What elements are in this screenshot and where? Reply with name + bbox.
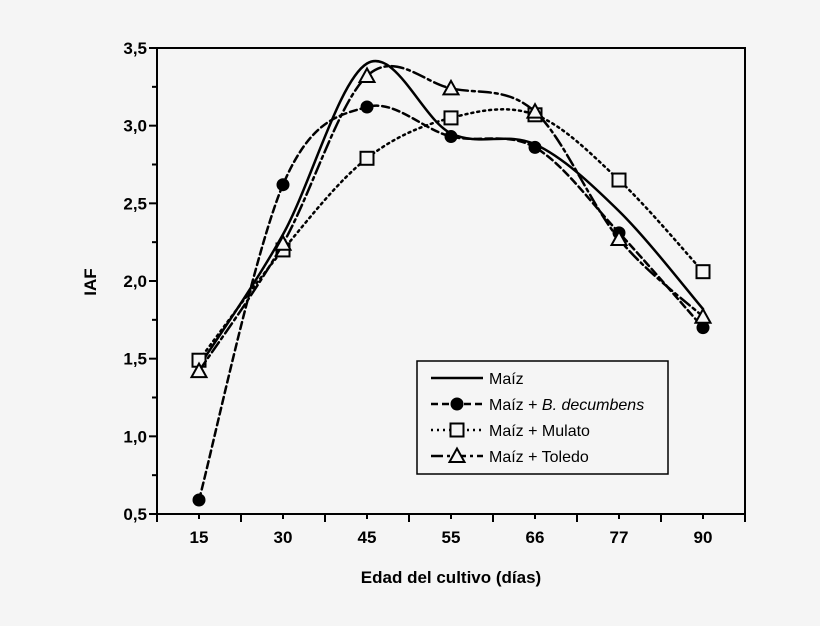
legend-label: Maíz + B. decumbens <box>489 397 644 414</box>
series-4 <box>189 64 713 379</box>
x-tick-label: 90 <box>694 528 713 547</box>
legend-label: Maíz + Mulato <box>489 423 590 440</box>
x-tick-label: 77 <box>610 528 629 547</box>
data-point <box>189 361 209 379</box>
data-point <box>357 66 377 83</box>
data-point <box>611 172 627 188</box>
x-axis-title: Edad del cultivo (días) <box>361 568 541 587</box>
legend-marker <box>447 446 467 463</box>
legend-label: Maíz + Toledo <box>489 449 589 466</box>
data-point <box>525 102 545 119</box>
axes: 0,5 1,0 1,5 2,0 2,5 3,0 3,5 15 30 45 55 66 77 90 <box>123 39 746 547</box>
y-tick-label: 1,0 <box>123 427 147 446</box>
data-point <box>695 264 711 280</box>
data-point <box>273 234 293 251</box>
series-1 <box>197 59 705 368</box>
x-tick-label: 15 <box>190 528 209 547</box>
series-line <box>197 59 705 368</box>
data-point <box>441 78 461 96</box>
data-point <box>609 229 629 247</box>
legend-label: Maíz <box>489 371 524 388</box>
x-tick-label: 66 <box>526 528 545 547</box>
series-3 <box>191 107 711 368</box>
y-tick-label: 3,5 <box>123 39 147 58</box>
x-tick-label: 30 <box>274 528 293 547</box>
legend: Maíz Maíz + B. decumbens Maíz + Mulato Maíz… <box>416 360 669 475</box>
x-tick-label: 55 <box>442 528 461 547</box>
data-point <box>359 150 375 166</box>
y-tick-label: 1,5 <box>123 350 147 369</box>
series-layer <box>189 59 713 507</box>
data-point <box>192 493 206 507</box>
series-line <box>197 108 705 362</box>
y-tick-label: 3,0 <box>123 117 147 136</box>
legend-marker <box>450 397 464 411</box>
y-tick-label: 0,5 <box>123 505 147 524</box>
data-point <box>443 110 459 126</box>
y-tick-label: 2,0 <box>123 272 147 291</box>
data-point <box>276 178 290 192</box>
data-point <box>693 307 713 324</box>
data-point <box>360 100 374 114</box>
y-axis-title: IAF <box>81 268 100 295</box>
legend-marker <box>449 422 465 438</box>
y-tick-label: 2,5 <box>123 194 147 213</box>
data-point <box>444 130 458 144</box>
x-tick-label: 45 <box>358 528 377 547</box>
data-point <box>528 140 542 154</box>
